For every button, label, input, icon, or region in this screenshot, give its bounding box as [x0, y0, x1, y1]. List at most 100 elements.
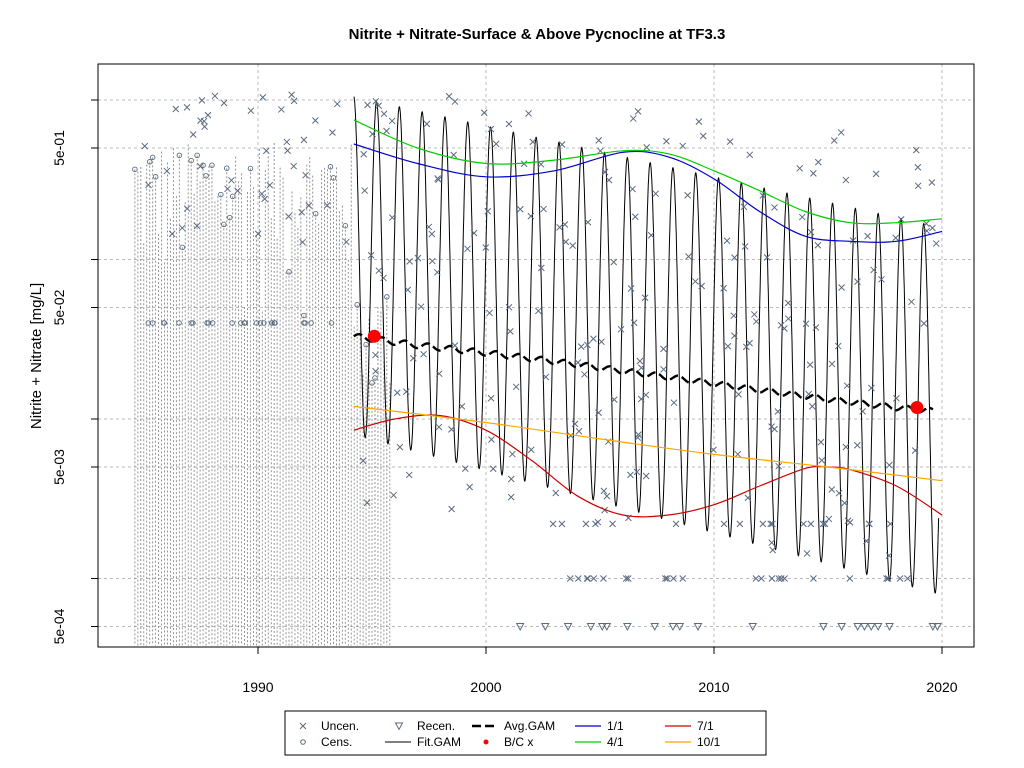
uncensored-point: [451, 342, 459, 349]
legend-item: B/C x: [483, 735, 533, 749]
y-tick-label: 5e-03: [51, 449, 67, 485]
uncensored-point: [393, 389, 401, 397]
uncensored-point: [720, 284, 727, 292]
uncensored-point: [842, 443, 850, 451]
uncensored-point: [775, 462, 783, 470]
uncensored-point: [183, 205, 191, 212]
uncensored-point: [814, 158, 822, 166]
legend-item: 7/1: [665, 719, 714, 733]
legend-label: Uncen.: [321, 719, 359, 733]
censored-point: [268, 320, 275, 326]
recensored-point: [933, 623, 942, 632]
uncensored-point: [769, 546, 777, 554]
uncensored-point: [584, 575, 592, 582]
uncensored-point: [634, 434, 642, 441]
uncensored-point: [375, 267, 383, 275]
uncensored-point: [726, 138, 734, 145]
uncensored-point: [278, 106, 285, 113]
uncensored-point: [402, 388, 410, 395]
uncensored-point: [610, 258, 618, 266]
uncensored-point: [298, 208, 306, 216]
uncensored-point: [380, 274, 387, 282]
uncensored-point: [893, 394, 900, 402]
uncensored-point: [634, 108, 642, 115]
series-line-10-1: [353, 405, 943, 482]
uncensored-point: [254, 230, 262, 238]
censored-point: [149, 154, 156, 161]
uncensored-point: [204, 111, 212, 119]
uncensored-point: [189, 131, 197, 138]
uncensored-point: [923, 227, 931, 235]
uncensored-point: [484, 207, 492, 215]
censored-point: [372, 375, 378, 381]
recensored-point: [650, 623, 660, 632]
uncensored-point: [846, 575, 854, 582]
uncensored-point: [752, 318, 760, 325]
uncensored-point: [817, 438, 825, 446]
uncensored-point: [561, 221, 569, 228]
uncensored-point: [435, 176, 442, 183]
uncensored-point: [420, 350, 427, 358]
uncensored-point: [569, 242, 577, 249]
uncensored-point: [168, 230, 176, 238]
uncensored-point: [567, 432, 575, 440]
uncensored-point: [731, 254, 738, 261]
censored-point: [188, 157, 194, 164]
uncensored-point: [603, 492, 611, 500]
uncensored-point: [582, 520, 590, 528]
uncensored-point: [735, 391, 742, 398]
recensored-point: [668, 623, 678, 632]
uncensored-point: [425, 223, 433, 231]
uncensored-point: [825, 515, 833, 523]
uncensored-point: [329, 129, 336, 136]
uncensored-point: [361, 187, 369, 194]
uncensored-point: [863, 537, 870, 545]
censored-point: [221, 221, 227, 228]
censored-point: [176, 320, 182, 326]
censored-point: [190, 320, 196, 326]
legend-item: 4/1: [575, 735, 624, 749]
uncensored-point: [197, 117, 204, 124]
legend-label: 4/1: [607, 735, 624, 749]
y-tick-label: 5e-04: [51, 608, 67, 644]
uncensored-point: [731, 332, 738, 340]
uncensored-point: [883, 575, 890, 582]
uncensored-point: [742, 343, 750, 351]
uncensored-point: [629, 115, 637, 122]
censored-point: [261, 320, 267, 326]
censored-point: [176, 152, 183, 159]
uncensored-point: [405, 471, 413, 479]
censored-point: [363, 341, 369, 348]
legend-dot-icon: [483, 739, 489, 745]
censored-point: [327, 164, 334, 170]
legend-label: Avg.GAM: [504, 719, 555, 733]
uncensored-point: [864, 232, 871, 240]
uncensored-point: [435, 370, 443, 378]
uncensored-point: [663, 137, 670, 145]
uncensored-point: [885, 461, 893, 469]
uncensored-point: [466, 483, 474, 491]
uncensored-point: [445, 92, 453, 100]
legend-label: 7/1: [697, 719, 714, 733]
uncensored-point: [641, 294, 649, 302]
uncensored-point: [685, 253, 692, 260]
uncensored-point: [520, 160, 528, 168]
uncensored-point: [633, 468, 641, 476]
legend-label: Cens.: [321, 735, 352, 749]
uncensored-point: [932, 240, 940, 247]
uncensored-point: [679, 575, 687, 582]
uncensored-point: [806, 361, 814, 369]
uncensored-point: [670, 575, 677, 582]
uncensored-point: [577, 343, 585, 351]
uncensored-point: [288, 91, 295, 99]
uncensored-point: [736, 520, 744, 528]
uncensored-point: [406, 258, 414, 265]
plot-frame: [97, 63, 975, 648]
uncensored-point: [785, 315, 792, 323]
censored-point: [229, 320, 235, 326]
uncensored-point: [609, 520, 616, 528]
uncensored-point: [527, 446, 535, 454]
recensored-point: [873, 623, 883, 632]
uncensored-point: [768, 539, 776, 547]
uncensored-point: [828, 360, 836, 368]
